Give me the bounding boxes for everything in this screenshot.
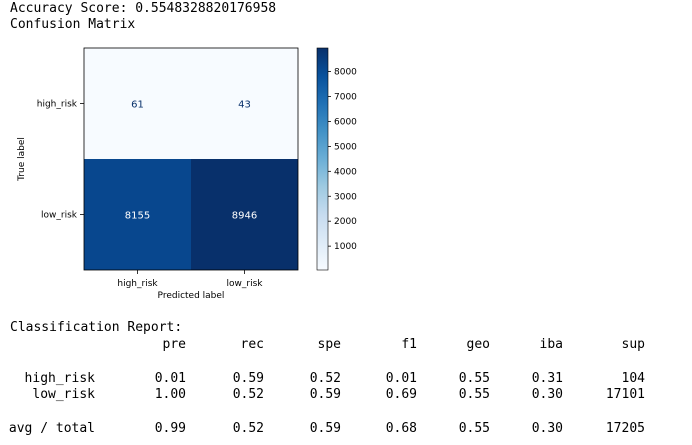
colorbar-tick-label: 5000	[334, 142, 357, 152]
plot-frame	[83, 47, 299, 271]
report-cell: 0.52	[309, 371, 341, 386]
report-cell: 0.52	[232, 387, 264, 402]
x-axis-label: Predicted label	[158, 291, 225, 301]
report-column-header: pre	[162, 337, 186, 352]
colorbar: 1000 2000 3000 4000 5000 6000 7000 8000	[316, 47, 357, 271]
report-cell: 0.69	[385, 387, 417, 402]
colorbar-tick-label: 1000	[334, 242, 357, 252]
report-total-label: avg / total	[8, 421, 95, 436]
report-cell: 0.01	[385, 371, 417, 386]
colorbar-tick-label: 8000	[334, 68, 357, 78]
x-tick-label: high_risk	[117, 279, 158, 289]
y-tick-label: high_risk	[37, 100, 78, 110]
report-cell: 17101	[605, 387, 645, 402]
report-column-header: spe	[317, 337, 341, 352]
report-total-cell: 0.30	[531, 421, 563, 436]
report-column-header: iba	[539, 337, 563, 352]
report-cell: 0.31	[531, 371, 563, 386]
report-row-label: low_risk	[32, 387, 95, 402]
report-column-header: f1	[401, 337, 417, 352]
report-column-header: geo	[466, 337, 490, 352]
accuracy-score-line: Accuracy Score: 0.5548328820176958	[10, 1, 277, 16]
report-total-cell: 0.99	[154, 421, 186, 436]
colorbar-tick-label: 4000	[334, 167, 357, 177]
heatmap-labels: 61 43 8155 8946	[125, 100, 257, 222]
cell-value-label: 61	[131, 100, 144, 111]
colorbar-tick-label: 6000	[334, 117, 357, 127]
report-total-cell: 17205	[605, 421, 645, 436]
report-cell: 0.55	[458, 371, 490, 386]
report-cell: 1.00	[154, 387, 186, 402]
report-cell: 0.55	[458, 387, 490, 402]
y-tick-label: low_risk	[41, 211, 78, 221]
y-axis-label: True label	[17, 137, 27, 182]
report-row-label: high_risk	[24, 371, 95, 386]
report-total-cell: 0.68	[385, 421, 417, 436]
cell-value-label: 43	[238, 100, 251, 111]
report-cell: 104	[621, 371, 645, 386]
report-total-cell: 0.55	[458, 421, 490, 436]
report-total-cell: 0.52	[232, 421, 264, 436]
report-cell: 0.01	[154, 371, 186, 386]
report-column-header: sup	[621, 337, 645, 352]
colorbar-tick-label: 7000	[334, 93, 357, 103]
colorbar-gradient	[316, 47, 329, 271]
heatmap-cell	[191, 159, 298, 270]
heatmap-cell	[191, 48, 298, 159]
confusion-matrix-heading: Confusion Matrix	[10, 17, 136, 32]
report-column-header: rec	[240, 337, 264, 352]
report-cell: 0.30	[531, 387, 563, 402]
cell-value-label: 8946	[232, 211, 257, 222]
report-total-cell: 0.59	[309, 421, 341, 436]
colorbar-tick-label: 3000	[334, 192, 357, 202]
colorbar-tick-label: 2000	[334, 217, 357, 227]
heatmap-cell	[84, 48, 191, 159]
x-tick-label: low_risk	[227, 279, 264, 289]
heatmap-cells	[84, 48, 298, 270]
report-cell: 0.59	[309, 387, 341, 402]
cell-value-label: 8155	[125, 211, 150, 222]
heatmap-cell	[84, 159, 191, 270]
classification-report-heading: Classification Report:	[10, 320, 183, 335]
report-cell: 0.59	[232, 371, 264, 386]
